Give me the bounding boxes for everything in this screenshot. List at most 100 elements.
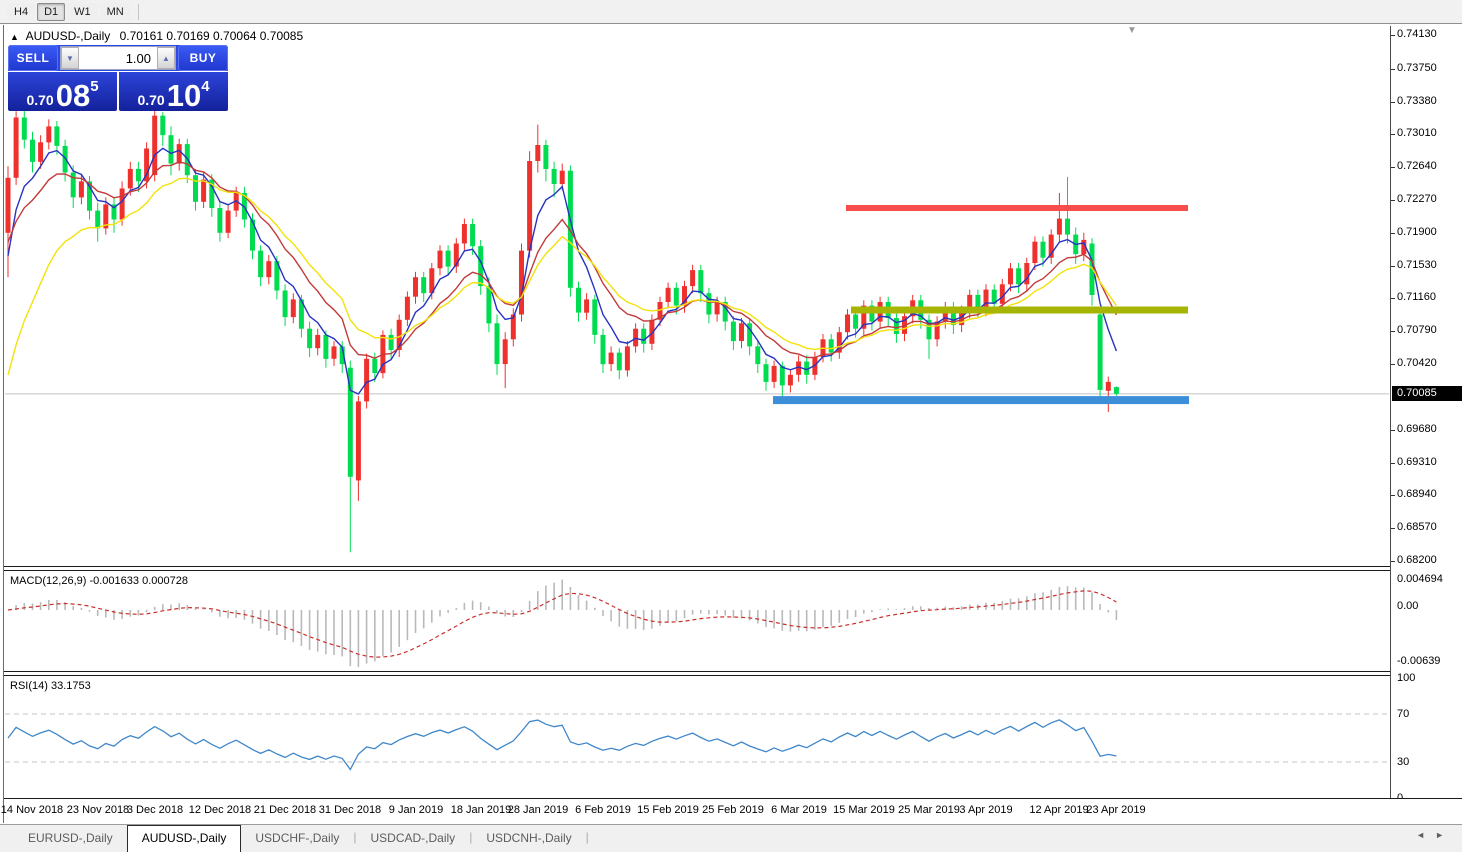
date-tick-label: 15 Feb 2019 <box>637 804 699 816</box>
date-tick-label: 14 Nov 2018 <box>0 804 64 816</box>
candles <box>5 108 1119 553</box>
chart-tab-usdcnh[interactable]: USDCNH-,Daily <box>486 831 572 845</box>
resistance-line <box>846 205 1188 211</box>
rsi-panel-canvas[interactable] <box>5 676 1389 798</box>
current-price-box: 0.70085 <box>1392 386 1462 401</box>
buy-price-big: 10 <box>166 77 202 113</box>
tab-scroll-left-icon[interactable]: ◄ <box>1416 830 1436 840</box>
chart-tab-audusd[interactable]: AUDUSD-,Daily <box>126 825 242 852</box>
volume-decrease-button[interactable]: ▼ <box>61 47 79 69</box>
timeframe-button-d1[interactable]: D1 <box>37 3 66 21</box>
price-tick-label: 0.71530 <box>1397 259 1437 271</box>
date-tick-label: 3 Apr 2019 <box>959 804 1013 816</box>
price-macd-splitter[interactable] <box>4 566 1462 571</box>
date-tick-label: 25 Feb 2019 <box>702 804 764 816</box>
chart-ohlc-values: 0.70161 0.70169 0.70064 0.70085 <box>119 29 304 43</box>
price-tick-mark <box>1391 430 1395 431</box>
tab-scroll-right-icon[interactable]: ► <box>1435 830 1454 840</box>
date-tick-label: 12 Apr 2019 <box>1029 804 1089 816</box>
pivot-line <box>851 306 1188 314</box>
ma-slow-line <box>7 177 1117 376</box>
price-tick-mark <box>1391 495 1395 496</box>
timeframe-button-w1[interactable]: W1 <box>67 3 98 21</box>
one-click-price-row: 0.70 08 5 0.70 10 4 <box>8 72 228 111</box>
price-tick-label: 0.71900 <box>1397 226 1437 238</box>
caret-down-icon: ▼ <box>66 53 74 63</box>
timeframe-button-mn[interactable]: MN <box>99 3 131 21</box>
date-tick-label: 28 Jan 2019 <box>507 804 569 816</box>
macd-axis-label: -0.00639 <box>1397 655 1441 667</box>
price-tick-mark <box>1391 102 1395 103</box>
timeframe-toolbar: H4 D1 W1 MN <box>0 0 1462 24</box>
price-tick-mark <box>1391 233 1395 234</box>
date-tick-label: 6 Mar 2019 <box>771 804 827 816</box>
volume-input[interactable] <box>79 47 157 69</box>
collapse-one-click-icon[interactable]: ▲ <box>10 32 19 42</box>
price-tick-label: 0.73010 <box>1397 127 1437 139</box>
date-tick-label: 9 Jan 2019 <box>388 804 444 816</box>
chart-tab-usdchf[interactable]: USDCHF-,Daily <box>255 831 340 845</box>
support-line <box>773 396 1189 405</box>
date-tick-label: 23 Nov 2018 <box>66 804 130 816</box>
sell-price-prefix: 0.70 <box>26 91 54 108</box>
date-axis[interactable]: 14 Nov 2018 23 Nov 2018 3 Dec 2018 12 Dec 2… <box>1 798 1462 824</box>
buy-button[interactable]: BUY <box>178 45 228 71</box>
rsi-line <box>7 719 1117 771</box>
ma-medium-line <box>7 161 1118 359</box>
macd-axis-label: 0.004694 <box>1397 573 1443 585</box>
price-tick-mark <box>1391 200 1395 201</box>
price-tick-label: 0.70420 <box>1397 357 1437 369</box>
macd-rsi-splitter[interactable] <box>4 671 1462 676</box>
volume-increase-button[interactable]: ▲ <box>157 47 175 69</box>
rsi-axis-label: 100 <box>1397 672 1416 684</box>
price-tick-mark <box>1391 528 1395 529</box>
price-axis[interactable]: 0.74130 0.73750 0.73380 0.73010 0.72640 0.722… <box>1390 26 1462 804</box>
chart-tab-usdcad[interactable]: USDCAD-,Daily <box>370 831 456 845</box>
chart-tab-bar: EURUSD-,Daily AUDUSD-,Daily USDCHF-,Daily |… <box>0 824 1462 852</box>
sell-price-sup: 5 <box>90 78 99 95</box>
one-click-top-row: SELL ▼ ▲ BUY <box>8 45 228 71</box>
sell-price-button[interactable]: 0.70 08 5 <box>8 72 117 111</box>
caret-up-icon: ▲ <box>162 53 170 63</box>
price-tick-label: 0.68200 <box>1397 554 1437 566</box>
macd-histogram <box>15 579 1118 667</box>
price-tick-mark <box>1391 463 1395 464</box>
chart-shift-marker-icon[interactable]: ▼ <box>1127 25 1137 36</box>
chart-title: ▲ AUDUSD-,Daily 0.70161 0.70169 0.70064 … <box>10 29 303 43</box>
price-tick-mark <box>1391 134 1395 135</box>
volume-spinner: ▼ ▲ <box>60 46 176 70</box>
price-tick-label: 0.68570 <box>1397 521 1437 533</box>
price-chart-canvas[interactable] <box>5 26 1389 566</box>
price-tick-mark <box>1391 331 1395 332</box>
date-tick-label: 3 Dec 2018 <box>126 804 184 816</box>
rsi-axis-label: 30 <box>1397 756 1410 768</box>
buy-price-sup: 4 <box>201 78 210 95</box>
price-tick-label: 0.74130 <box>1397 28 1437 40</box>
chart-symbol-label: AUDUSD-,Daily <box>25 29 111 43</box>
macd-signal-line <box>7 590 1117 658</box>
toolbar-separator <box>137 3 139 20</box>
price-tick-mark <box>1391 35 1395 36</box>
date-tick-label: 31 Dec 2018 <box>318 804 382 816</box>
price-tick-label: 0.70790 <box>1397 324 1437 336</box>
price-tick-mark <box>1391 561 1395 562</box>
date-tick-label: 21 Dec 2018 <box>253 804 317 816</box>
price-tick-mark <box>1391 298 1395 299</box>
date-tick-label: 6 Feb 2019 <box>575 804 631 816</box>
tab-separator: | <box>353 830 357 844</box>
price-tick-label: 0.71160 <box>1397 291 1436 303</box>
sell-button[interactable]: SELL <box>8 45 58 71</box>
date-tick-label: 12 Dec 2018 <box>188 804 252 816</box>
price-tick-label: 0.68940 <box>1397 488 1437 500</box>
macd-axis-label: 0.00 <box>1397 600 1419 612</box>
macd-panel-canvas[interactable] <box>5 571 1389 671</box>
date-tick-label: 25 Mar 2019 <box>898 804 960 816</box>
tab-scroll-arrows: ◄► <box>1416 830 1454 840</box>
price-tick-label: 0.69680 <box>1397 423 1437 435</box>
buy-price-button[interactable]: 0.70 10 4 <box>119 72 228 111</box>
date-tick-label: 18 Jan 2019 <box>450 804 512 816</box>
timeframe-button-h4[interactable]: H4 <box>7 3 36 21</box>
chart-tab-eurusd[interactable]: EURUSD-,Daily <box>28 831 113 845</box>
